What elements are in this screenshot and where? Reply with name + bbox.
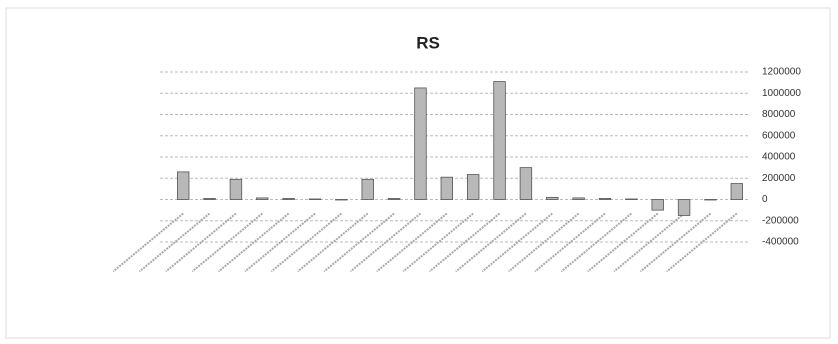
bar xyxy=(282,198,295,200)
bar xyxy=(651,199,664,211)
illegible-label xyxy=(297,212,369,273)
bar xyxy=(361,178,374,200)
bar xyxy=(598,198,612,200)
bar xyxy=(335,199,348,201)
y-tick-label: 0 xyxy=(762,194,768,205)
y-tick-label: 1200000 xyxy=(762,67,801,78)
chart-title: RS xyxy=(416,33,440,52)
y-tick-label: -200000 xyxy=(762,215,799,226)
bar xyxy=(519,167,533,200)
illegible-label xyxy=(112,212,184,273)
illegible-label xyxy=(270,212,343,273)
bar xyxy=(308,198,322,200)
bar xyxy=(466,174,480,200)
bar xyxy=(256,197,269,200)
illegible-label xyxy=(428,212,501,273)
bar xyxy=(440,176,454,200)
bar xyxy=(203,198,216,200)
illegible-label xyxy=(639,212,712,273)
illegible-label xyxy=(191,212,263,273)
illegible-label xyxy=(534,212,606,273)
illegible-label xyxy=(165,212,237,273)
bar xyxy=(387,198,401,200)
bar xyxy=(176,171,190,200)
illegible-label xyxy=(349,212,422,273)
illegible-label xyxy=(244,212,316,273)
illegible-label xyxy=(376,212,448,273)
y-tick-label: 600000 xyxy=(762,130,796,141)
illegible-label xyxy=(666,212,738,273)
y-tick-label: -400000 xyxy=(762,237,799,248)
illegible-label xyxy=(507,212,580,273)
y-tick-label: 200000 xyxy=(762,173,796,184)
y-tick-label: 800000 xyxy=(762,109,796,120)
bar xyxy=(229,178,243,200)
illegible-label xyxy=(402,212,474,273)
bar xyxy=(704,199,717,201)
illegible-label xyxy=(323,212,395,273)
y-tick-label: 400000 xyxy=(762,152,796,163)
bar xyxy=(414,87,427,200)
illegible-label xyxy=(455,212,527,273)
bar xyxy=(730,183,744,200)
illegible-label xyxy=(481,212,553,273)
bar xyxy=(493,81,506,200)
illegible-label xyxy=(217,212,290,273)
bar xyxy=(625,198,638,200)
illegible-label xyxy=(138,212,211,273)
illegible-label xyxy=(560,212,633,273)
bar xyxy=(546,196,559,200)
bar xyxy=(677,199,691,216)
bar xyxy=(572,197,585,200)
y-tick-label: 1000000 xyxy=(762,88,801,99)
illegible-label xyxy=(613,212,685,273)
illegible-label xyxy=(587,212,659,273)
